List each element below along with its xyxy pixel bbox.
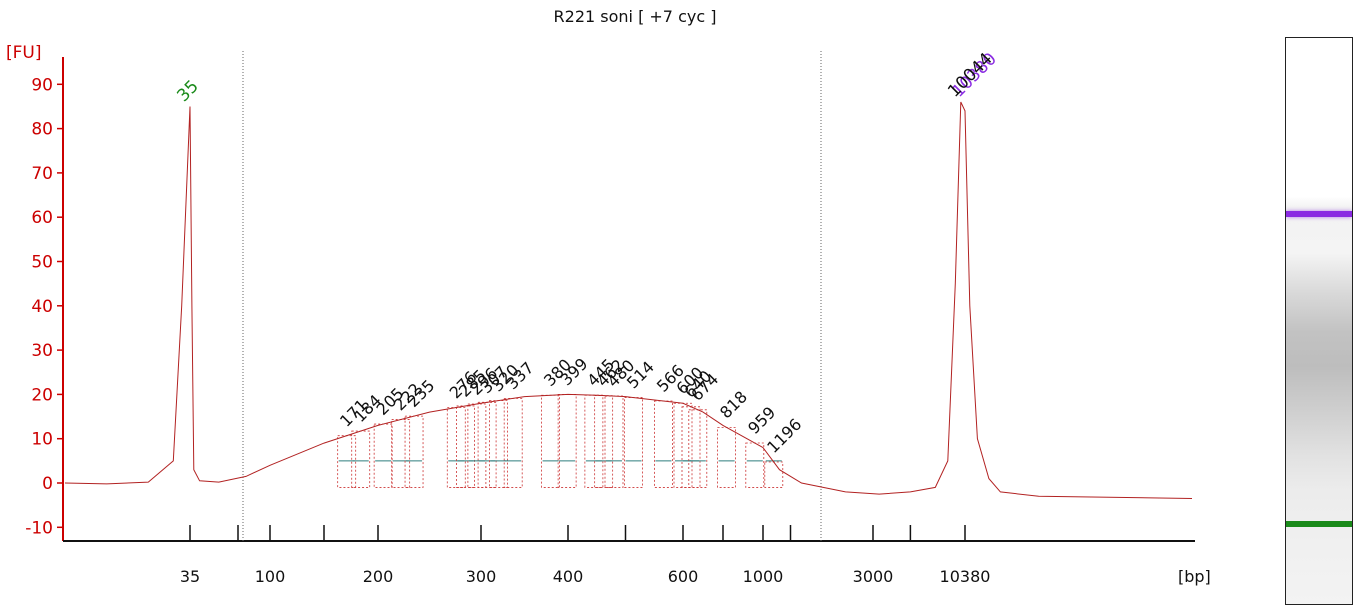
y-tick-label: 60 — [31, 208, 53, 228]
y-tick-label: 90 — [31, 75, 53, 95]
peak-bar — [745, 442, 765, 488]
peak-bar — [764, 461, 784, 488]
gel-band-lower-marker — [1286, 521, 1352, 527]
peak-bar — [503, 397, 523, 488]
peak-bar — [557, 394, 577, 488]
peak-bar — [391, 419, 411, 488]
peak-bar — [584, 394, 604, 488]
x-tick-label: 35 — [180, 567, 200, 586]
gel-band-upper-marker — [1286, 211, 1352, 217]
y-axis-label: [FU] — [6, 43, 42, 63]
marker-peak-label: 35 — [173, 77, 202, 106]
y-ticks: -10 0 10 20 30 40 50 60 70 80 90 — [25, 75, 63, 538]
axes — [62, 57, 1195, 542]
peak-bar — [654, 400, 673, 488]
x-tick-label: 1000 — [743, 567, 784, 586]
peak-bar — [337, 435, 357, 488]
x-tick-label: 200 — [363, 567, 394, 586]
y-tick-label: 20 — [31, 385, 53, 405]
x-tick-label: 300 — [466, 567, 497, 586]
peak-bar — [541, 394, 560, 488]
peak-bar — [604, 395, 624, 488]
x-axis-label: [bp] — [1178, 567, 1211, 586]
peak-bar — [488, 400, 508, 488]
x-tick-label: 100 — [255, 567, 286, 586]
chart-title: R221 soni [ +7 cyc ] — [554, 7, 717, 26]
peak-bar — [467, 403, 487, 488]
y-tick-label: 80 — [31, 120, 53, 140]
x-tick-label: 400 — [553, 567, 584, 586]
gel-lane — [1285, 37, 1353, 605]
y-tick-label: 0 — [42, 474, 53, 494]
x-ticks: 35 100 200 300 400 600 1000 3000 10380 — [180, 525, 991, 586]
electropherogram-chart: R221 soni [ +7 cyc ] [FU] [bp] -10 0 10 20 3… — [6, 7, 1211, 586]
peak-bar — [717, 427, 736, 488]
peak-bar — [681, 406, 701, 488]
peak-bar — [624, 397, 643, 488]
peak-label: 818 — [716, 387, 751, 422]
peak-bar — [351, 430, 371, 488]
peak-bar — [688, 409, 708, 488]
peak-bar — [673, 402, 693, 488]
peak-bar — [404, 415, 424, 488]
region-guides — [242, 51, 822, 541]
x-tick-label: 600 — [668, 567, 699, 586]
y-tick-label: 40 — [31, 297, 53, 317]
peak-bar — [373, 423, 393, 488]
fluorescence-trace — [64, 101, 1193, 499]
y-tick-label: -10 — [25, 518, 53, 538]
peak-bar — [477, 401, 497, 488]
y-tick-label: 70 — [31, 164, 53, 184]
y-tick-label: 50 — [31, 253, 53, 273]
peak-bar — [594, 395, 614, 488]
y-tick-label: 30 — [31, 341, 53, 361]
x-tick-label: 3000 — [853, 567, 894, 586]
y-tick-label: 10 — [31, 430, 53, 450]
x-tick-label: 10380 — [940, 567, 991, 586]
